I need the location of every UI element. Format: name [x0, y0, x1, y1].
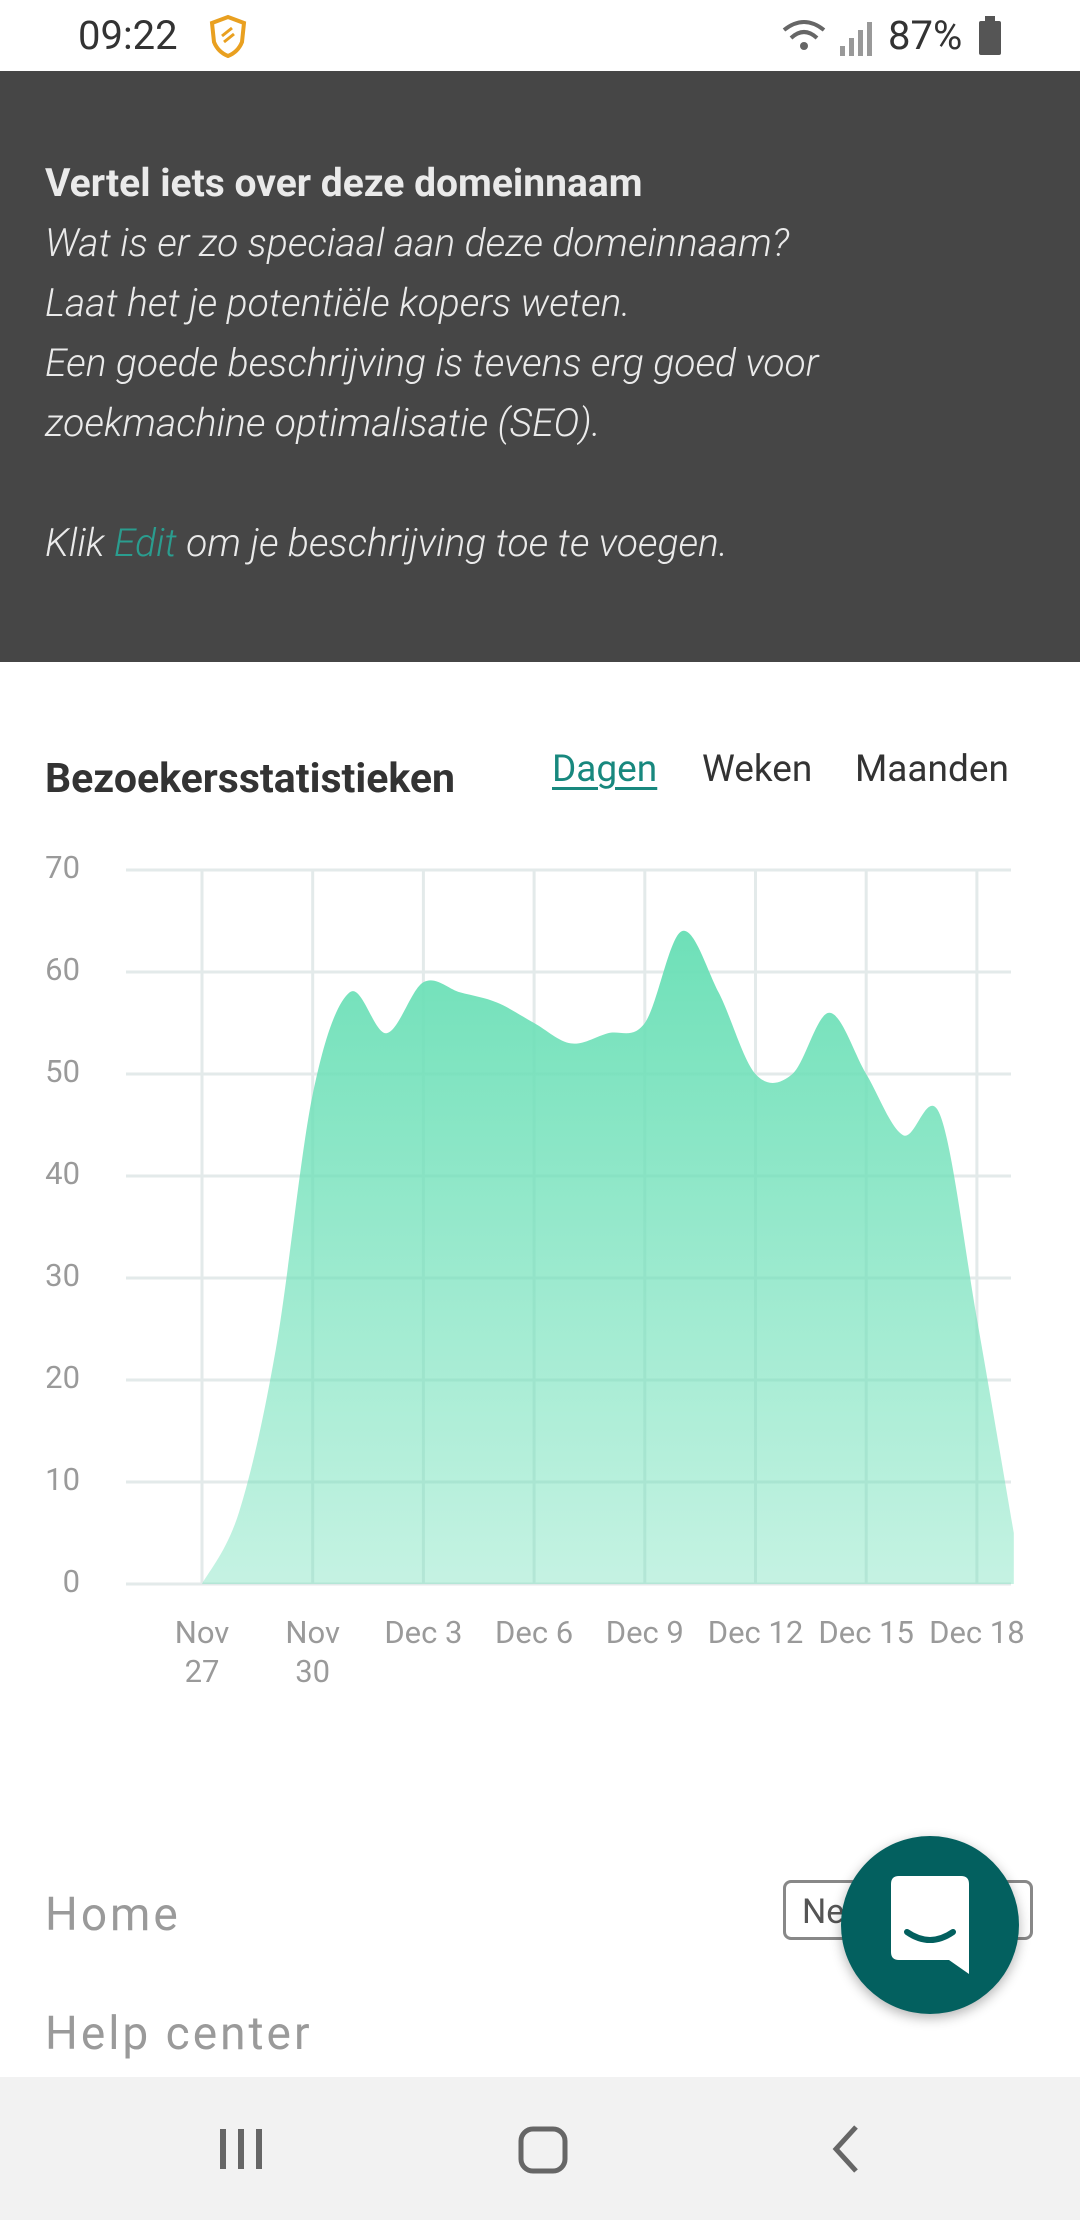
x-tick-label: Dec 18	[929, 1614, 1025, 1651]
description-line: Laat het je potentiële kopers weten.	[45, 280, 631, 326]
chart: 0 10 20 30 40 50 60 70	[45, 850, 1014, 1600]
cta-before: Klik	[45, 520, 105, 566]
footer-link[interactable]: Help center	[45, 2007, 313, 2061]
y-tick-label: 60	[45, 951, 80, 988]
x-tick-label: Nov 30	[285, 1614, 340, 1690]
signal-icons	[782, 20, 872, 56]
x-tick-label: Dec 12	[707, 1614, 804, 1651]
navigation-bar	[0, 2077, 1080, 2220]
x-tick-label: Nov 27	[174, 1614, 230, 1690]
y-tick-label: 20	[45, 1359, 80, 1396]
battery-level: 87%	[888, 12, 963, 59]
y-tick-label: 70	[45, 850, 80, 886]
description-line: Een goede beschrijving is tevens erg goe…	[45, 340, 819, 386]
battery-icon	[979, 16, 1001, 55]
y-tick-label: 0	[63, 1563, 80, 1600]
x-tick-label: Dec 15	[818, 1614, 914, 1651]
home-button[interactable]	[518, 2126, 568, 2174]
tab[interactable]: Dagen	[552, 748, 658, 791]
area	[202, 930, 1014, 1584]
description-line: Wat is er zo speciaal aan deze domeinnaa…	[45, 220, 790, 266]
chart-title: Bezoekersstatistieken	[45, 755, 455, 803]
y-tick-label: 30	[45, 1257, 80, 1294]
recents-button[interactable]	[220, 2129, 262, 2169]
x-tick-label: Dec 3	[384, 1614, 463, 1651]
tab[interactable]: Weken	[702, 748, 813, 791]
status-bar: 09:22 87%	[0, 0, 1080, 71]
chat-button[interactable]	[841, 1836, 1019, 2014]
nav-icons	[220, 2125, 858, 2174]
x-tick-label: Dec 6	[495, 1614, 574, 1651]
cta-line: Klik Edit om je beschrijving toe te voeg…	[45, 513, 819, 573]
back-button[interactable]	[832, 2125, 858, 2173]
y-tick-label: 10	[45, 1461, 80, 1498]
description-line: zoekmachine optimalisatie (SEO).	[45, 400, 601, 446]
y-tick-label: 50	[45, 1053, 80, 1090]
footer-link[interactable]: Home	[45, 1888, 181, 1942]
y-tick-label: 40	[45, 1155, 80, 1192]
cta-after: om je beschrijving toe te voegen.	[186, 520, 728, 566]
chat-icon	[891, 1876, 969, 1974]
description-text: Vertel iets over deze domeinnaam Wat is …	[45, 153, 819, 573]
x-tick-label: Dec 9	[605, 1614, 684, 1651]
edit-link[interactable]: Edit	[113, 520, 177, 566]
description-panel: Vertel iets over deze domeinnaam Wat is …	[0, 71, 1080, 662]
description-heading: Vertel iets over deze domeinnaam	[45, 160, 643, 206]
shield-icon	[209, 14, 247, 58]
clock: 09:22	[78, 12, 178, 59]
tab[interactable]: Maanden	[855, 748, 1009, 791]
